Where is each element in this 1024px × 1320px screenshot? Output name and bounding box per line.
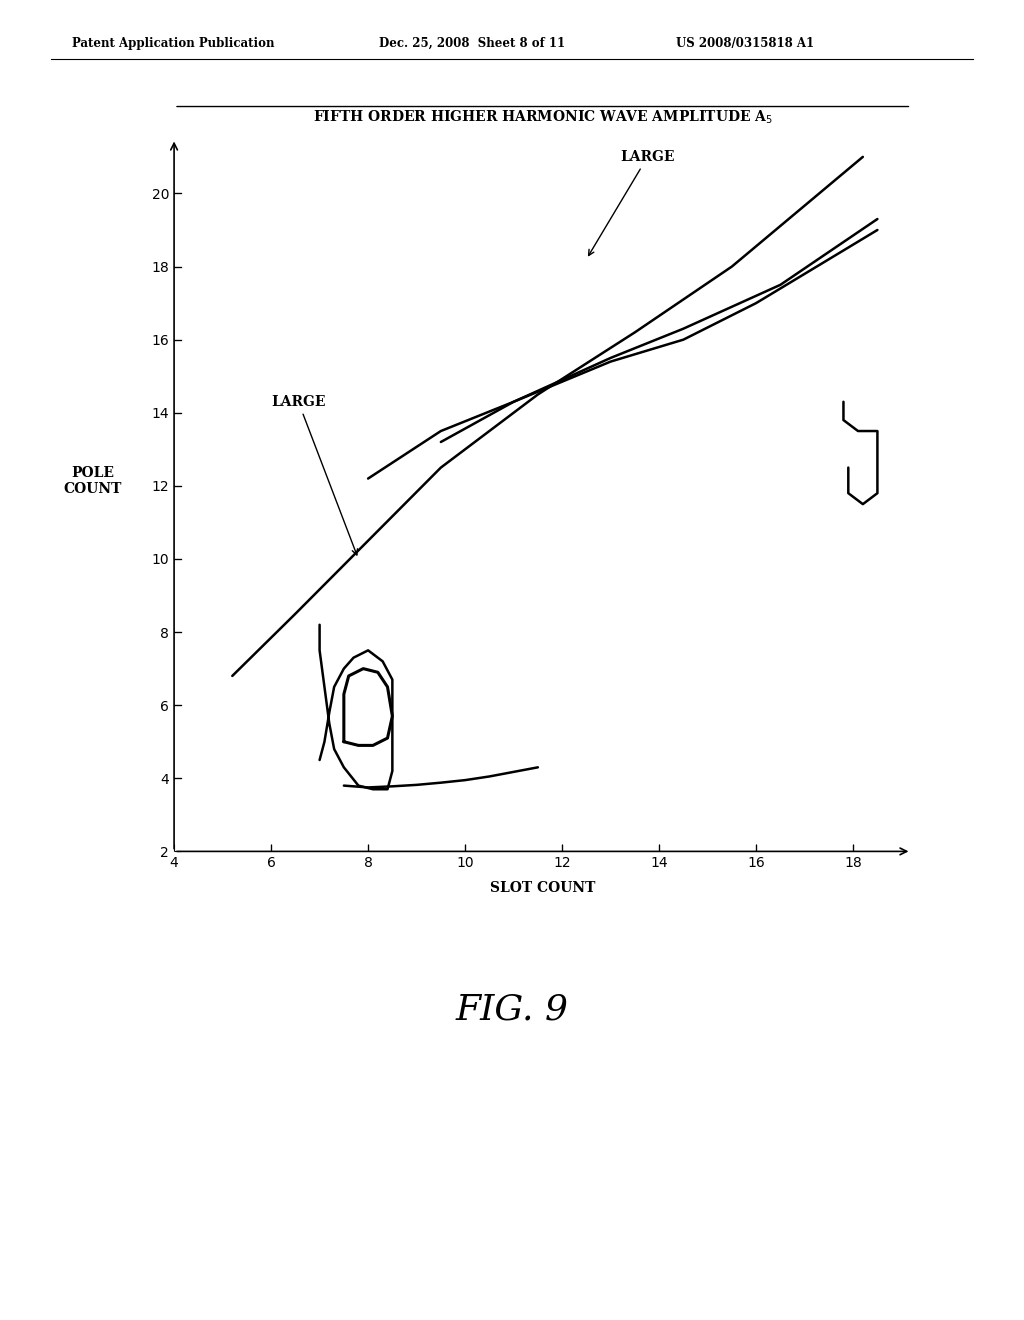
Text: Dec. 25, 2008  Sheet 8 of 11: Dec. 25, 2008 Sheet 8 of 11 xyxy=(379,37,565,50)
Text: LARGE: LARGE xyxy=(271,395,357,554)
Text: LARGE: LARGE xyxy=(589,150,675,256)
Text: FIG. 9: FIG. 9 xyxy=(456,993,568,1027)
X-axis label: SLOT COUNT: SLOT COUNT xyxy=(490,882,595,895)
Text: Patent Application Publication: Patent Application Publication xyxy=(72,37,274,50)
Title: FIFTH ORDER HIGHER HARMONIC WAVE AMPLITUDE A$_5$: FIFTH ORDER HIGHER HARMONIC WAVE AMPLITU… xyxy=(312,110,773,127)
Text: US 2008/0315818 A1: US 2008/0315818 A1 xyxy=(676,37,814,50)
Y-axis label: POLE
COUNT: POLE COUNT xyxy=(63,466,122,496)
